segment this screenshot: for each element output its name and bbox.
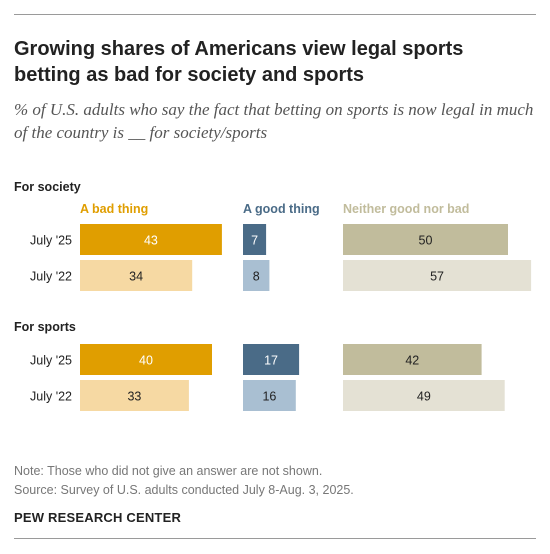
bar-value-good-0-1: 8 <box>253 270 260 284</box>
bar-bad-0-0 <box>80 224 222 255</box>
bar-value-good-1-0: 17 <box>264 354 278 368</box>
row-label-0-0: July '25 <box>30 234 72 248</box>
row-label-1-1: July '22 <box>30 390 72 404</box>
chart-subtitle: % of U.S. adults who say the fact that b… <box>14 100 534 142</box>
bar-neither-1-0 <box>343 344 482 375</box>
bar-bad-1-1 <box>80 380 189 411</box>
bar-neither-1-1 <box>343 380 505 411</box>
chart-title: Growing shares of Americans view legal s… <box>14 38 464 86</box>
legend-label-neither: Neither good nor bad <box>343 202 469 216</box>
bar-value-neither-1-1: 49 <box>417 390 431 404</box>
group-label-1: For sports <box>14 320 76 334</box>
bar-good-1-1 <box>243 380 296 411</box>
bar-value-good-0-0: 7 <box>251 234 258 248</box>
bar-value-good-1-1: 16 <box>262 390 276 404</box>
top-rule <box>14 14 536 15</box>
bar-neither-0-1 <box>343 260 532 291</box>
row-label-1-0: July '25 <box>30 354 72 368</box>
chart-note: Note: Those who did not give an answer a… <box>14 464 323 478</box>
brand-logo-text: PEW RESEARCH CENTER <box>14 510 182 525</box>
bar-good-0-0 <box>243 224 267 255</box>
bar-neither-0-0 <box>343 224 508 255</box>
bar-bad-0-1 <box>80 260 193 291</box>
bar-value-neither-0-1: 57 <box>430 270 444 284</box>
bottom-rule <box>14 538 536 539</box>
bar-value-neither-0-0: 50 <box>419 234 433 248</box>
bar-value-bad-1-0: 40 <box>139 354 153 368</box>
legend-label-bad: A bad thing <box>80 202 148 216</box>
row-label-0-1: July '22 <box>30 270 72 284</box>
legend-label-good: A good thing <box>243 202 320 216</box>
bar-value-neither-1-0: 42 <box>405 354 419 368</box>
chart-source: Source: Survey of U.S. adults conducted … <box>14 483 354 497</box>
bar-value-bad-0-0: 43 <box>144 234 158 248</box>
bar-value-bad-0-1: 34 <box>129 270 143 284</box>
chart-footnotes: Note: Those who did not give an answer a… <box>14 462 354 500</box>
bar-good-0-1 <box>243 260 270 291</box>
stacked-bar-chart: For society A bad thing A good thing Neithe… <box>14 180 532 411</box>
bar-good-1-0 <box>243 344 300 375</box>
bar-value-bad-1-1: 33 <box>127 390 141 404</box>
bar-bad-1-0 <box>80 344 212 375</box>
group-label-0: For society <box>14 180 81 194</box>
